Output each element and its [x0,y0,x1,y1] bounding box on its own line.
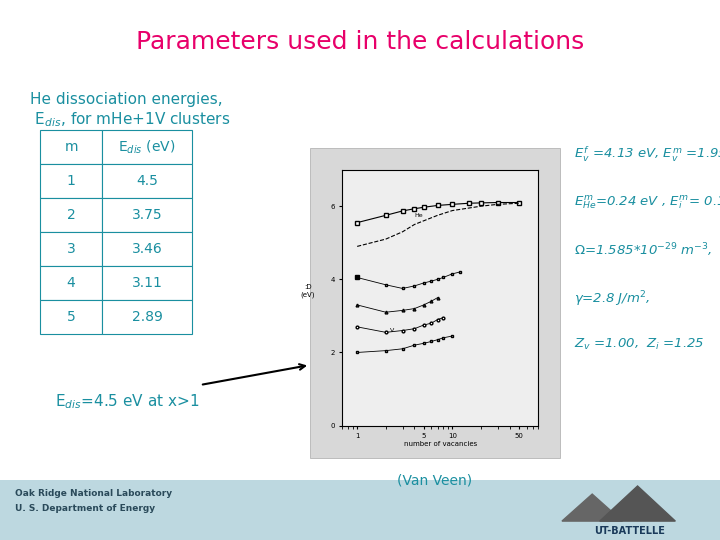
Text: 2.89: 2.89 [132,310,163,324]
Text: Parameters used in the calculations: Parameters used in the calculations [136,30,584,54]
Text: U. S. Department of Energy: U. S. Department of Energy [15,504,155,513]
Bar [40,164,102,198]
Text: 4: 4 [67,276,76,290]
Text: E$_{dis}$=4.5 eV at x>1: E$_{dis}$=4.5 eV at x>1 [55,392,199,411]
Text: E$_{dis}$, for mHe+1V clusters: E$_{dis}$, for mHe+1V clusters [30,110,230,129]
Bar [102,232,192,266]
Bar [40,266,102,300]
Text: 2: 2 [67,208,76,222]
Text: 3: 3 [67,242,76,256]
Text: He dissociation energies,: He dissociation energies, [30,92,222,107]
Text: E$_{dis}$ (eV): E$_{dis}$ (eV) [118,138,176,156]
Bar [40,232,102,266]
Bar [0,480,720,540]
Text: m: m [64,140,78,154]
Text: $\gamma$=2.8 J/m$^{2}$,: $\gamma$=2.8 J/m$^{2}$, [574,289,650,308]
Text: He: He [415,213,423,218]
Bar [40,130,102,164]
Bar [102,300,192,334]
Text: Oak Ridge National Laboratory: Oak Ridge National Laboratory [15,489,172,498]
Text: 1: 1 [66,174,76,188]
Text: UT-BATTELLE: UT-BATTELLE [595,526,665,537]
Y-axis label: :D
(eV): :D (eV) [301,284,315,298]
Bar [40,300,102,334]
Text: (Van Veen): (Van Veen) [397,474,472,488]
Text: $E_v^f$ =4.13 eV, $E_v^m$ =1.95 eV,: $E_v^f$ =4.13 eV, $E_v^m$ =1.95 eV, [574,145,720,164]
Text: 5: 5 [67,310,76,324]
Text: 3.11: 3.11 [132,276,163,290]
Bar [310,148,560,458]
Polygon shape [562,494,623,521]
Bar [40,198,102,232]
Text: V: V [390,328,394,333]
Polygon shape [600,486,675,521]
Text: 3.75: 3.75 [132,208,162,222]
Bar [102,198,192,232]
Bar [102,130,192,164]
X-axis label: number of vacancies: number of vacancies [404,441,477,447]
Text: $Z_v$ =1.00,  $Z_i$ =1.25: $Z_v$ =1.00, $Z_i$ =1.25 [574,337,704,352]
Bar [102,266,192,300]
Bar [102,164,192,198]
Text: 3.46: 3.46 [132,242,163,256]
Text: 4.5: 4.5 [136,174,158,188]
Text: $\Omega$=1.585*10$^{-29}$ m$^{-3}$,: $\Omega$=1.585*10$^{-29}$ m$^{-3}$, [574,241,712,259]
Text: $E_{He}^m$=0.24 eV , $E_i^m$= 0.15 eV: $E_{He}^m$=0.24 eV , $E_i^m$= 0.15 eV [574,193,720,211]
